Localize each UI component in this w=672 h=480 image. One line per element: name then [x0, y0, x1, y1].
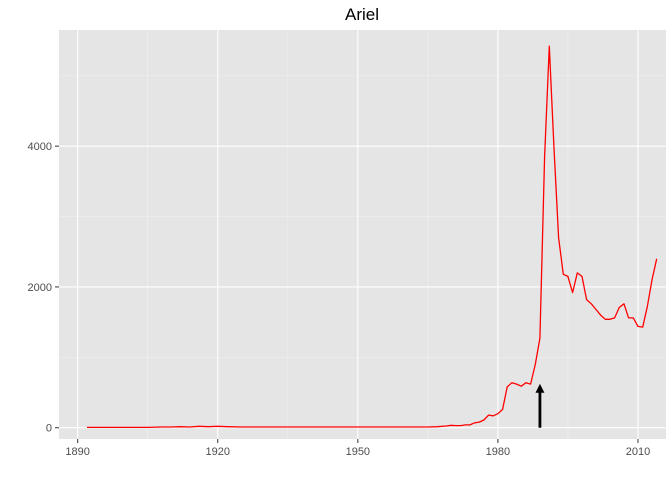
y-tick-label: 0: [46, 423, 52, 435]
plot-panel: [59, 30, 666, 439]
y-axis: 0 2000 4000: [28, 141, 59, 435]
x-tick-label: 1890: [65, 446, 89, 458]
minor-gridlines: [59, 30, 666, 439]
y-tick-label: 2000: [28, 282, 52, 294]
series-line-0: [87, 45, 658, 429]
chart-title: Ariel: [345, 5, 379, 24]
x-axis: 1890 1920 1950 1980 2010: [65, 439, 650, 458]
x-tick-label: 1950: [346, 446, 370, 458]
y-tick-label: 4000: [28, 141, 52, 153]
x-tick-label: 1980: [486, 446, 510, 458]
x-tick-label: 1920: [206, 446, 230, 458]
x-tick-label: 2010: [626, 446, 650, 458]
series-layer: [87, 45, 658, 429]
major-gridlines: [59, 30, 666, 439]
